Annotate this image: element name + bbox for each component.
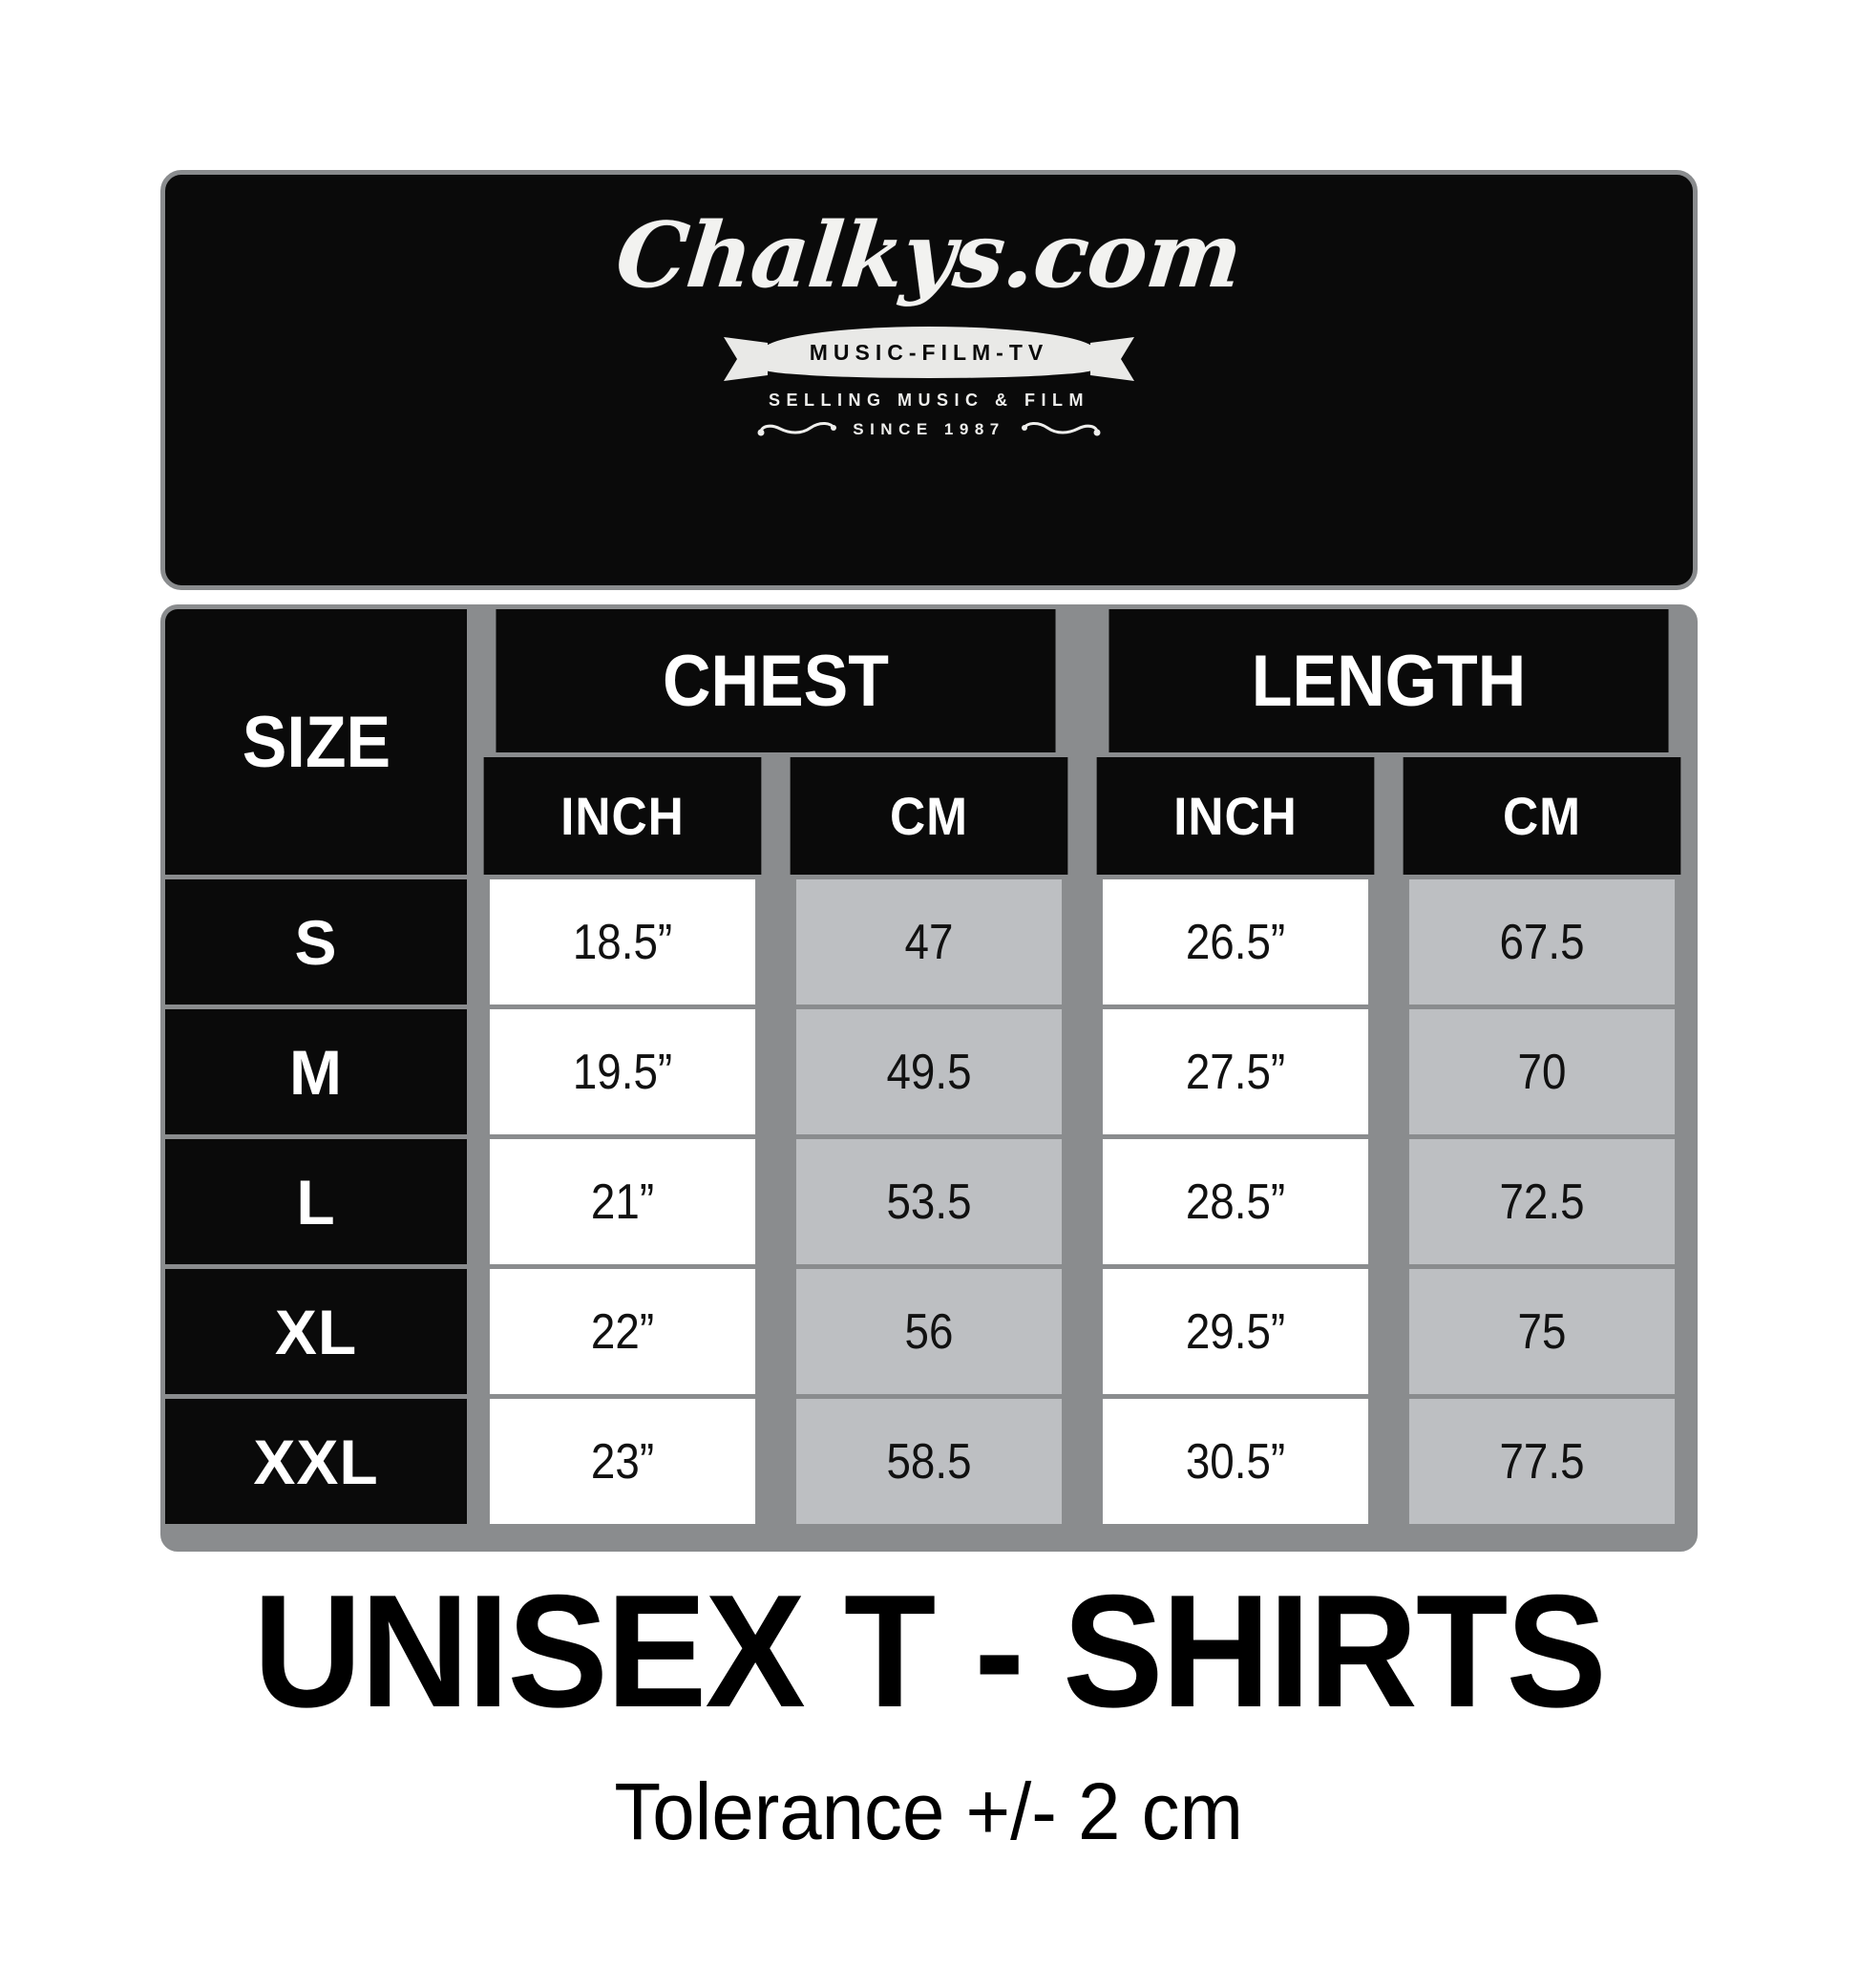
cell-length-inch-value: 29.5” [1185,1303,1286,1360]
cell-length-cm-value: 77.5 [1499,1433,1585,1490]
table-row: 27.5” [1102,1009,1369,1134]
table-row: 19.5” [489,1009,756,1134]
header-chest: CHEST [496,609,1056,752]
table-row: M [165,1009,467,1134]
banner-body: MUSIC-FILM-TV [762,327,1096,378]
brand-wordmark: Chalkys.com [611,203,1247,308]
logo-since-row: SINCE 1987 [757,419,1101,440]
banner-ribbon-right-icon [1090,337,1134,381]
table-row: 58.5 [795,1399,1063,1524]
cell-chest-inch-value: 23” [590,1433,655,1490]
cell-size-value: L [296,1166,336,1237]
cell-chest-cm-value: 53.5 [886,1174,972,1230]
cell-chest-inch-value: 19.5” [572,1044,673,1100]
logo-tagline: SELLING MUSIC & FILM [769,391,1089,410]
table-row: 49.5 [795,1009,1063,1134]
header-chest-inch-label: INCH [560,786,685,846]
cell-chest-inch-value: 21” [590,1174,655,1230]
cell-chest-cm-value: 47 [904,914,954,970]
table-row: L [165,1139,467,1264]
table-row: 77.5 [1408,1399,1676,1524]
table-row: XXL [165,1399,467,1524]
table-row: 29.5” [1102,1269,1369,1394]
table-row: 70 [1408,1009,1676,1134]
header-size: SIZE [165,609,467,875]
page-title-text: UNISEX T - SHIRTS [253,1561,1607,1741]
cell-size-value: XXL [253,1426,379,1497]
cell-size-value: S [294,906,338,978]
table-row: 28.5” [1102,1139,1369,1264]
tolerance-note-text: Tolerance +/- 2 cm [614,1766,1244,1856]
header-length-inch: INCH [1096,757,1375,875]
page-title: UNISEX T - SHIRTS [0,1571,1858,1731]
cell-chest-cm-value: 56 [904,1303,954,1360]
cell-chest-cm-value: 58.5 [886,1433,972,1490]
header-chest-label: CHEST [663,640,889,722]
cell-length-cm-value: 70 [1517,1044,1567,1100]
cell-size-value: M [289,1036,343,1108]
table-row: 22” [489,1269,756,1394]
logo-banner: MUSIC-FILM-TV [724,326,1134,381]
cell-length-inch-value: 28.5” [1185,1174,1286,1230]
table-row: 72.5 [1408,1139,1676,1264]
table-row: 30.5” [1102,1399,1369,1524]
table-row: 21” [489,1139,756,1264]
cell-chest-inch-value: 18.5” [572,914,673,970]
header-chest-cm: CM [790,757,1068,875]
table-row: 75 [1408,1269,1676,1394]
tolerance-note: Tolerance +/- 2 cm [0,1771,1858,1851]
cell-chest-cm-value: 49.5 [886,1044,972,1100]
header-length-cm-label: CM [1503,786,1581,846]
cell-length-inch-value: 30.5” [1185,1433,1286,1490]
brand-logo-panel: Chalkys.com MUSIC-FILM-TV SELLING MUSIC … [160,170,1698,590]
header-size-label: SIZE [242,701,391,783]
header-chest-inch: INCH [483,757,762,875]
logo-since-text: SINCE 1987 [853,420,1005,438]
cell-length-cm-value: 72.5 [1499,1174,1585,1230]
flourish-right-icon [1021,422,1101,436]
header-length-label: LENGTH [1251,640,1527,722]
size-chart-table: SIZE CHEST LENGTH INCH CM INCH CM S 18.5… [160,604,1698,1552]
table-row: 56 [795,1269,1063,1394]
cell-length-cm-value: 75 [1517,1303,1567,1360]
banner-text: MUSIC-FILM-TV [809,339,1049,365]
flourish-left-icon [757,422,837,436]
table-row: 18.5” [489,879,756,1005]
table-row: 67.5 [1408,879,1676,1005]
cell-length-inch-value: 26.5” [1185,914,1286,970]
cell-length-inch-value: 27.5” [1185,1044,1286,1100]
cell-length-cm-value: 67.5 [1499,914,1585,970]
table-row: 53.5 [795,1139,1063,1264]
header-chest-cm-label: CM [890,786,968,846]
header-length-inch-label: INCH [1173,786,1298,846]
table-row: XL [165,1269,467,1394]
header-length-cm: CM [1403,757,1681,875]
table-row: S [165,879,467,1005]
table-row: 23” [489,1399,756,1524]
header-length: LENGTH [1108,609,1669,752]
table-row: 26.5” [1102,879,1369,1005]
cell-chest-inch-value: 22” [590,1303,655,1360]
table-row: 47 [795,879,1063,1005]
cell-size-value: XL [274,1296,358,1367]
